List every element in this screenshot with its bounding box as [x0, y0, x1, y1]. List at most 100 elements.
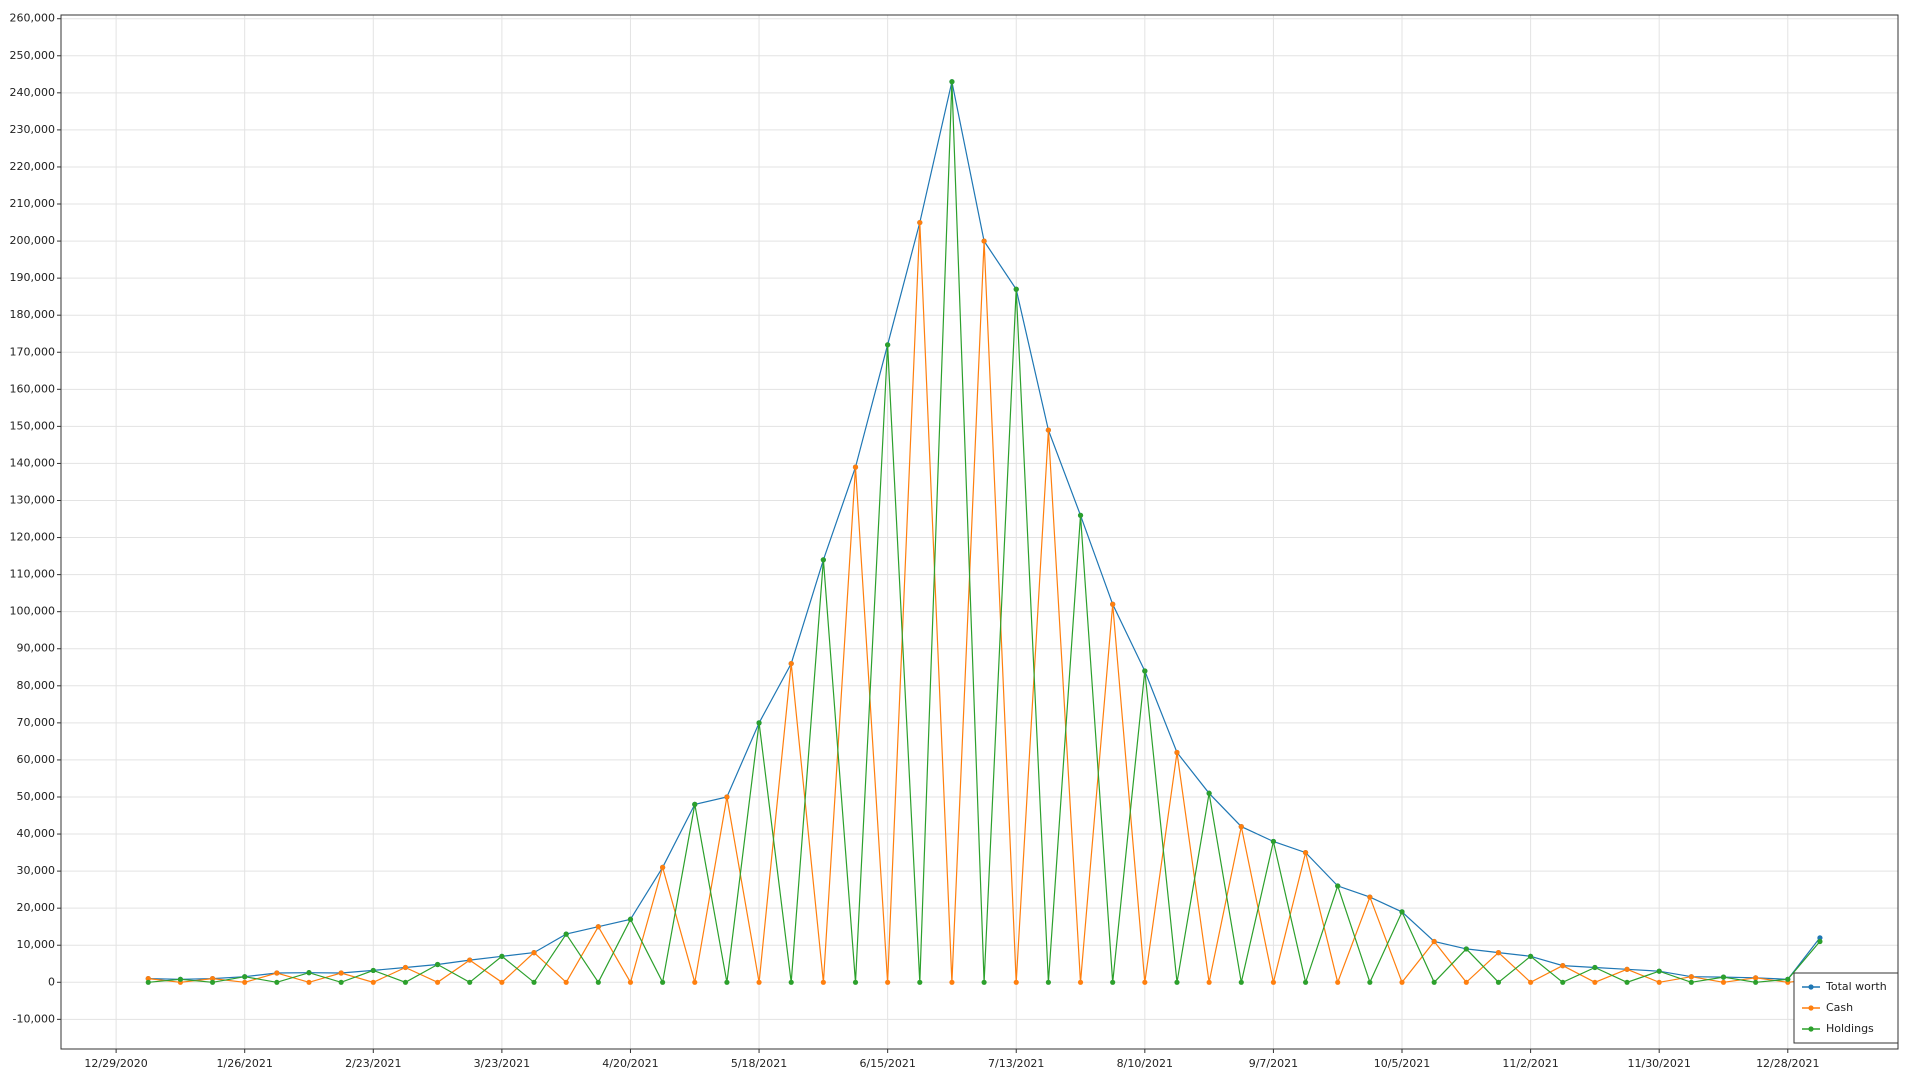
x-tick-label: 1/26/2021: [216, 1057, 272, 1070]
data-point: [563, 931, 569, 937]
data-point: [885, 342, 891, 348]
data-point: [1270, 979, 1277, 985]
data-point: [660, 979, 666, 985]
data-point: [274, 970, 280, 976]
data-point: [1656, 968, 1662, 974]
data-point: [1753, 979, 1759, 985]
data-point: [402, 964, 409, 971]
y-tick-label: 20,000: [17, 901, 56, 914]
data-point: [1463, 979, 1469, 985]
data-point: [1238, 824, 1244, 830]
data-point: [1174, 749, 1180, 756]
y-tick-label: 170,000: [10, 345, 56, 358]
data-point: [1270, 838, 1277, 845]
y-tick-label: 110,000: [10, 568, 56, 581]
x-tick-label: 2/23/2021: [345, 1057, 401, 1070]
y-tick-label: 220,000: [10, 160, 56, 173]
data-point: [434, 961, 441, 968]
y-tick-label: 160,000: [10, 382, 56, 395]
data-point: [434, 979, 441, 985]
y-tick-label: 70,000: [17, 716, 56, 729]
x-tick-label: 5/18/2021: [731, 1057, 787, 1070]
data-point: [949, 979, 955, 985]
data-point: [1817, 935, 1823, 941]
data-point: [499, 953, 505, 959]
data-point: [499, 979, 505, 985]
data-point: [820, 557, 826, 563]
data-point: [1560, 963, 1566, 969]
data-point: [852, 464, 859, 470]
data-point: [209, 979, 216, 985]
y-tick-label: 250,000: [10, 49, 56, 62]
data-point: [1077, 512, 1084, 518]
data-point: [145, 979, 151, 985]
data-point: [1399, 979, 1405, 985]
data-point: [1399, 909, 1405, 915]
data-point: [1495, 950, 1502, 956]
data-point: [1720, 974, 1727, 980]
data-point: [242, 979, 248, 985]
y-tick-label: 180,000: [10, 308, 56, 321]
data-point: [1817, 938, 1823, 945]
x-tick-label: 12/28/2021: [1756, 1057, 1819, 1070]
legend-dot: [1808, 984, 1814, 990]
data-point: [692, 801, 698, 807]
y-tick-label: 90,000: [17, 642, 56, 655]
data-point: [1592, 979, 1598, 985]
data-point: [724, 979, 730, 985]
data-point: [1367, 894, 1373, 900]
y-tick-label: 150,000: [10, 419, 56, 432]
data-point: [338, 970, 344, 976]
data-point: [885, 979, 891, 985]
data-point: [1174, 979, 1180, 985]
x-tick-label: 11/2/2021: [1502, 1057, 1558, 1070]
y-tick-label: 120,000: [10, 531, 56, 544]
series-line: [148, 81, 1821, 980]
y-tick-label: -10,000: [13, 1012, 55, 1025]
data-point: [1045, 427, 1051, 433]
data-point: [338, 979, 344, 985]
data-point: [1720, 979, 1727, 985]
data-point: [692, 979, 698, 985]
data-point: [306, 970, 312, 976]
y-tick-label: 60,000: [17, 753, 56, 766]
data-point: [1624, 979, 1630, 985]
data-point: [981, 979, 987, 985]
data-point: [1528, 979, 1534, 985]
y-tick-label: 40,000: [17, 827, 56, 840]
y-tick-label: 190,000: [10, 271, 56, 284]
data-point: [1206, 790, 1212, 796]
data-point: [1592, 964, 1598, 971]
y-tick-label: 200,000: [10, 234, 56, 247]
data-point: [756, 979, 762, 985]
data-point: [724, 794, 730, 800]
data-point: [1110, 979, 1116, 985]
data-point: [1785, 976, 1791, 982]
y-tick-label: 80,000: [17, 679, 56, 692]
legend-dot: [1808, 1026, 1814, 1032]
y-tick-label: 0: [48, 975, 55, 988]
data-point: [467, 957, 473, 963]
data-point: [370, 967, 376, 974]
x-tick-label: 7/13/2021: [988, 1057, 1044, 1070]
legend-label: Cash: [1826, 1001, 1853, 1014]
data-point: [402, 979, 409, 985]
data-point: [788, 660, 794, 667]
y-tick-label: 240,000: [10, 86, 56, 99]
data-point: [756, 720, 762, 726]
data-point: [370, 979, 376, 985]
x-tick-label: 11/30/2021: [1627, 1057, 1690, 1070]
data-point: [852, 979, 859, 985]
data-point: [563, 979, 569, 985]
data-point: [1431, 979, 1437, 985]
data-point: [595, 924, 601, 930]
data-point: [1528, 953, 1534, 959]
data-point: [1431, 938, 1437, 945]
y-tick-label: 100,000: [10, 605, 56, 618]
data-point: [917, 219, 923, 226]
data-point: [1656, 979, 1662, 985]
data-point: [242, 974, 248, 980]
data-point: [1077, 979, 1084, 985]
